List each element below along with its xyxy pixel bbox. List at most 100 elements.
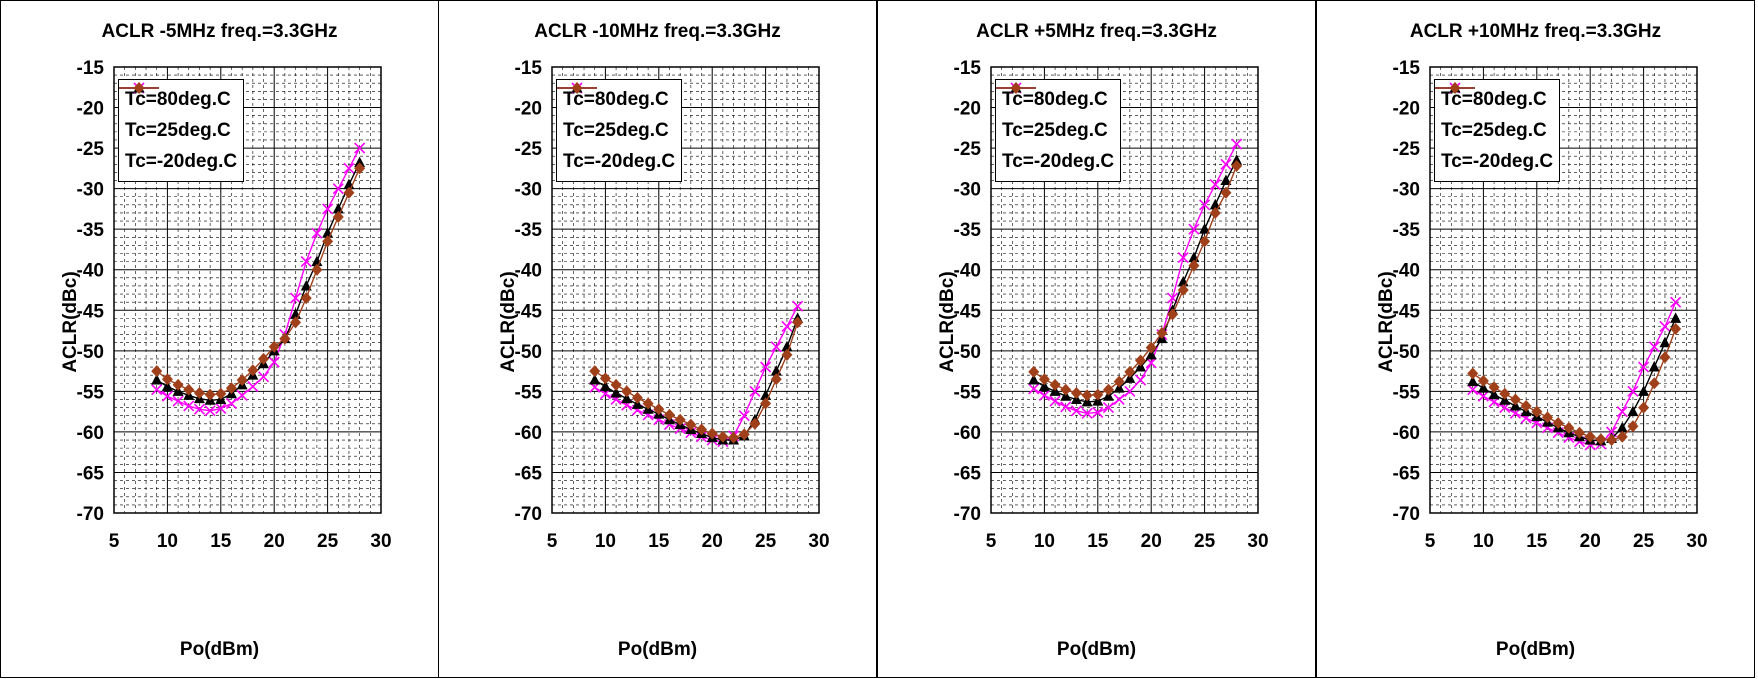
y-tick-label: -65 [954,463,982,484]
y-tick-label: -60 [1393,423,1420,444]
x-tick-label: 30 [1247,531,1268,552]
x-tick-label: 30 [808,531,829,552]
data-point [1028,374,1040,385]
data-point [332,183,344,195]
data-point [1638,401,1650,414]
data-point [1616,430,1628,443]
legend-label: Tc=-20deg.C [1002,150,1115,172]
chart-panel: -15 -20 -25 -30 -35 -40 -45 -50 -55 -60 -65 -70 5 10 1… [877,0,1316,678]
data-point [204,388,216,401]
y-tick-label: -65 [515,463,543,484]
data-point [289,292,302,304]
data-point [1477,374,1489,387]
data-point [589,374,601,385]
series [1028,159,1243,402]
data-point [193,386,205,399]
data-point [322,203,334,215]
y-tick-label: -65 [77,463,105,484]
data-point [1070,386,1082,399]
data-point [268,356,280,368]
y-tick-label: -30 [77,180,104,201]
data-point [225,397,238,410]
data-point [749,385,761,397]
data-point [172,378,184,391]
y-tick-label: -55 [77,382,105,403]
data-point [1627,385,1639,397]
y-tick-label: -40 [954,261,981,282]
x-tick-label: 20 [702,531,723,552]
data-point [696,423,708,436]
y-tick-label: -25 [77,139,105,160]
data-point [1488,381,1500,394]
data-point [663,408,675,421]
data-point [1199,235,1211,248]
data-point [1231,154,1243,165]
data-point [1177,251,1189,264]
y-tick-label: -25 [954,139,982,160]
data-point [1038,380,1050,391]
data-point [1135,354,1147,367]
data-point [589,365,601,378]
data-point [1060,383,1072,396]
chart-canvas: -15 -20 -25 -30 -35 -40 -45 -50 -55 -60 -65 -705 10 1… [1393,58,1708,552]
legend-label: Tc=-20deg.C [125,150,238,172]
data-point [1488,388,1500,400]
data-point [1595,433,1607,446]
data-point [738,410,750,422]
data-point [1102,383,1114,396]
data-point [1199,223,1211,234]
data-point [1477,390,1489,402]
data-point [247,364,259,377]
data-point [1081,389,1093,402]
data-point [728,431,740,444]
y-tick-label: -15 [77,58,105,79]
x-tick-label: 20 [1141,531,1162,552]
data-point [1606,434,1618,447]
x-tick-label: 5 [1425,531,1436,552]
data-point [193,403,206,415]
legend-label: Tc=25deg.C [125,119,231,141]
data-point [1499,387,1511,400]
data-point [1552,416,1564,429]
data-point [1670,296,1682,308]
chart-panel: -15 -20 -25 -30 -35 -40 -45 -50 -55 -60 -65 -70 5 10 1… [0,0,439,678]
data-point [236,389,248,401]
data-point [1188,223,1200,235]
x-tick-label: 25 [1194,531,1216,552]
x-axis-label: Po(dBm) [1495,639,1576,660]
data-point [1670,322,1682,335]
data-point [738,428,750,441]
legend-label: Tc=25deg.C [1002,119,1108,141]
chart-panel: -15 -20 -25 -30 -35 -40 -45 -50 -55 -60 -65 -70 5 10 1… [438,0,877,678]
data-point [685,418,697,431]
y-axis-label: ACLR(dBc) [1376,271,1397,373]
data-point [1060,401,1072,413]
x-axis-label: Po(dBm) [179,639,260,660]
data-point [1616,421,1628,433]
y-tick-label: -30 [1393,180,1420,201]
y-tick-label: -35 [1393,220,1421,241]
data-point [257,371,270,383]
data-point [599,380,611,391]
y-tick-label: -15 [954,58,982,79]
y-tick-label: -55 [1393,382,1421,403]
legend-label: Tc=-20deg.C [1441,150,1554,172]
legend: Tc=80deg.C Tc=25deg.C Tc=-20deg.C [118,79,245,182]
x-tick-label: 30 [370,531,391,552]
y-tick-label: -50 [1393,342,1420,363]
data-point [1659,336,1671,348]
data-point [204,405,216,417]
legend-swatch [557,82,597,94]
data-point [1145,348,1157,360]
chart-title: ACLR +10MHz freq.=3.3GHz [1409,21,1662,42]
x-tick-label: 15 [1087,531,1109,552]
data-point [642,397,654,410]
legend-item: Tc=-20deg.C [996,82,1115,177]
data-point [300,279,312,291]
data-point [781,348,793,361]
y-tick-label: -20 [1393,99,1420,120]
data-point [151,365,163,378]
plot-frame [1429,66,1698,514]
legend-label: Tc=80deg.C [563,88,669,110]
series [589,316,804,444]
